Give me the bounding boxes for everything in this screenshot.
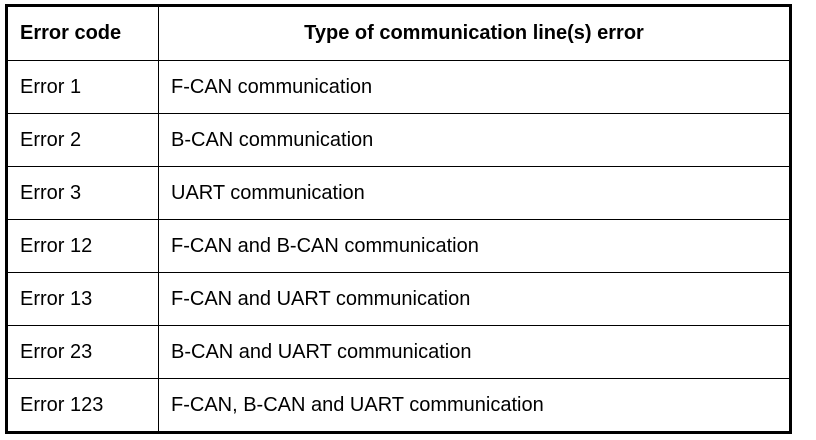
header-row: Error code Type of communication line(s)…: [6, 5, 791, 61]
header-error-code: Error code: [6, 5, 159, 61]
error-code-cell: Error 123: [6, 378, 159, 433]
table-row: Error 23 B-CAN and UART communication: [6, 325, 791, 379]
table-row: Error 3 UART communication: [6, 166, 791, 220]
table-row: Error 12 F-CAN and B-CAN communication: [6, 219, 791, 273]
error-code-cell: Error 23: [6, 325, 159, 379]
error-type-cell: F-CAN and B-CAN communication: [158, 219, 791, 273]
error-type-cell: B-CAN and UART communication: [158, 325, 791, 379]
error-code-cell: Error 12: [6, 219, 159, 273]
error-type-cell: B-CAN communication: [158, 113, 791, 167]
error-type-cell: F-CAN communication: [158, 60, 791, 114]
table-row: Error 1 F-CAN communication: [6, 60, 791, 114]
table-row: Error 123 F-CAN, B-CAN and UART communica…: [6, 378, 791, 433]
error-type-cell: F-CAN and UART communication: [158, 272, 791, 326]
header-error-type: Type of communication line(s) error: [158, 5, 791, 61]
error-code-cell: Error 2: [6, 113, 159, 167]
error-type-cell: UART communication: [158, 166, 791, 220]
error-code-cell: Error 1: [6, 60, 159, 114]
error-code-cell: Error 13: [6, 272, 159, 326]
error-type-cell: F-CAN, B-CAN and UART communication: [158, 378, 791, 433]
table-row: Error 2 B-CAN communication: [6, 113, 791, 167]
table-row: Error 13 F-CAN and UART communication: [6, 272, 791, 326]
error-code-table: Error code Type of communication line(s)…: [5, 4, 792, 434]
error-code-cell: Error 3: [6, 166, 159, 220]
